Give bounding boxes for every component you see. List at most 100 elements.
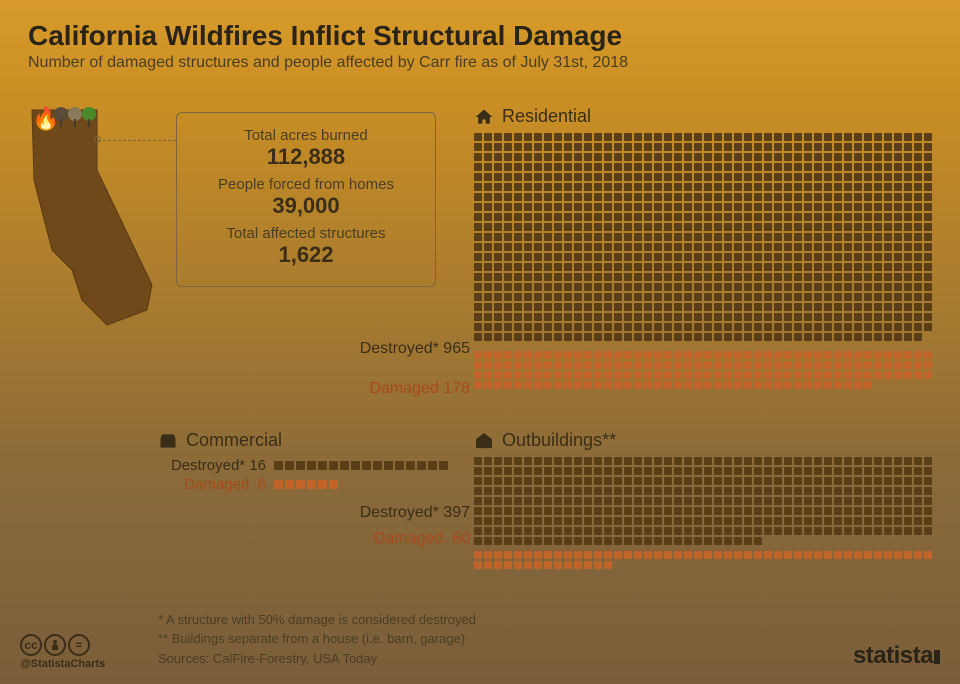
unit-square [904, 361, 912, 369]
unit-square [844, 263, 852, 271]
unit-square [524, 371, 532, 379]
unit-square [724, 497, 732, 505]
unit-square [674, 253, 682, 261]
california-silhouette-icon [22, 100, 162, 330]
unit-square [694, 223, 702, 231]
unit-square [594, 293, 602, 301]
unit-square [734, 517, 742, 525]
unit-square [774, 361, 782, 369]
unit-square [484, 213, 492, 221]
unit-square [874, 551, 882, 559]
unit-square [554, 233, 562, 241]
unit-square [804, 233, 812, 241]
unit-square [584, 381, 592, 389]
unit-square [684, 527, 692, 535]
unit-square [874, 323, 882, 331]
unit-square [924, 507, 932, 515]
unit-square [904, 173, 912, 181]
barn-icon [474, 431, 494, 451]
unit-square [624, 371, 632, 379]
unit-square [704, 333, 712, 341]
unit-square [574, 487, 582, 495]
unit-square [734, 293, 742, 301]
unit-square [654, 517, 662, 525]
unit-square [784, 133, 792, 141]
unit-square [704, 527, 712, 535]
unit-square [914, 253, 922, 261]
unit-square [634, 213, 642, 221]
unit-square [854, 283, 862, 291]
unit-square [554, 263, 562, 271]
unit-square [604, 381, 612, 389]
unit-square [664, 193, 672, 201]
unit-square [674, 233, 682, 241]
unit-square [544, 497, 552, 505]
unit-square [884, 203, 892, 211]
unit-square [474, 233, 482, 241]
unit-square [564, 183, 572, 191]
unit-square [474, 193, 482, 201]
unit-square [714, 223, 722, 231]
unit-square [584, 517, 592, 525]
unit-square [614, 283, 622, 291]
unit-square [604, 233, 612, 241]
unit-square [604, 537, 612, 545]
unit-square [604, 193, 612, 201]
unit-square [754, 313, 762, 321]
unit-square [914, 173, 922, 181]
unit-square [784, 253, 792, 261]
unit-square [554, 477, 562, 485]
unit-square [824, 263, 832, 271]
unit-square [784, 361, 792, 369]
unit-square [864, 517, 872, 525]
unit-square [904, 193, 912, 201]
unit-square [834, 497, 842, 505]
unit-square [504, 537, 512, 545]
unit-square [854, 333, 862, 341]
unit-square [824, 361, 832, 369]
unit-square [594, 333, 602, 341]
unit-square [744, 537, 752, 545]
unit-square [504, 223, 512, 231]
unit-square [774, 303, 782, 311]
unit-square [744, 333, 752, 341]
section-title: Outbuildings** [502, 430, 616, 451]
unit-square [734, 381, 742, 389]
unit-square [614, 527, 622, 535]
unit-square [744, 527, 752, 535]
unit-square [824, 497, 832, 505]
unit-square [514, 497, 522, 505]
unit-square [484, 351, 492, 359]
unit-square [574, 477, 582, 485]
unit-square [834, 381, 842, 389]
unit-square [784, 233, 792, 241]
unit-square [664, 183, 672, 191]
unit-square [714, 173, 722, 181]
unit-square [814, 303, 822, 311]
unit-square [674, 213, 682, 221]
unit-square [684, 487, 692, 495]
unit-square [844, 193, 852, 201]
unit-square [544, 467, 552, 475]
unit-square [714, 537, 722, 545]
unit-square [774, 173, 782, 181]
unit-square [794, 517, 802, 525]
unit-square [604, 133, 612, 141]
unit-square [474, 203, 482, 211]
unit-square [534, 233, 542, 241]
unit-square [574, 163, 582, 171]
unit-square [804, 487, 812, 495]
unit-square [714, 381, 722, 389]
unit-square [874, 467, 882, 475]
unit-square [754, 193, 762, 201]
unit-square [794, 467, 802, 475]
unit-square [694, 351, 702, 359]
outbuildings-section: Outbuildings** [474, 430, 934, 569]
unit-square [584, 223, 592, 231]
unit-square [494, 153, 502, 161]
unit-square [814, 233, 822, 241]
unit-square [714, 303, 722, 311]
unit-square [804, 223, 812, 231]
unit-square [704, 263, 712, 271]
unit-square [584, 537, 592, 545]
